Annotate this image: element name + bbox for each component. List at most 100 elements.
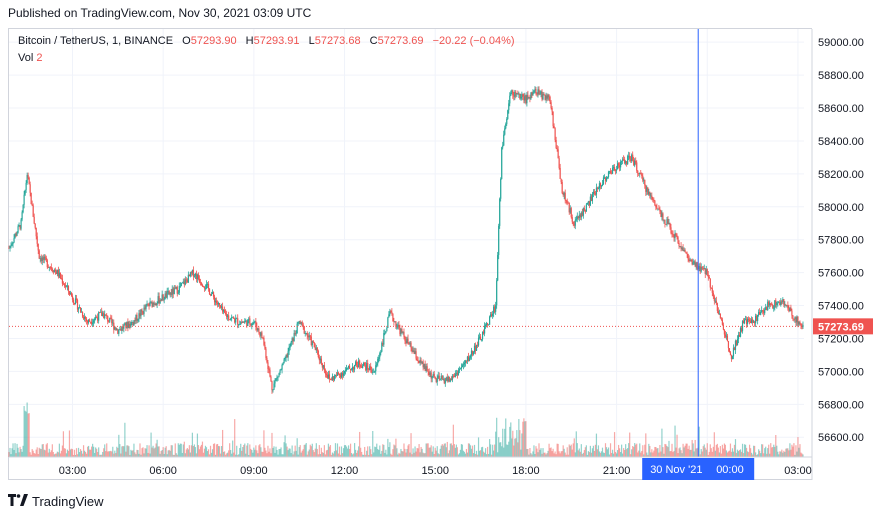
- volume-bar: [132, 450, 134, 457]
- candle-body: [699, 266, 701, 272]
- volume-bar: [196, 433, 199, 457]
- volume-bar: [366, 450, 368, 457]
- volume-bar: [110, 450, 112, 457]
- volume-bar: [171, 445, 173, 457]
- volume-bar: [490, 444, 492, 457]
- candle-body: [725, 335, 728, 337]
- volume-bar: [782, 452, 784, 457]
- volume-bar: [360, 447, 362, 457]
- candle-body: [573, 224, 575, 226]
- candle-body: [39, 258, 41, 259]
- candle-body: [313, 342, 315, 348]
- candle-body: [685, 252, 687, 254]
- x-tick-label: 06:00: [149, 465, 177, 477]
- x-tick-label: 18:00: [512, 465, 540, 477]
- volume-bar: [535, 446, 537, 457]
- volume-bar: [797, 437, 799, 457]
- volume-bar: [781, 449, 783, 457]
- volume-bar: [111, 451, 113, 457]
- candle-body: [669, 222, 671, 228]
- candle-body: [98, 312, 100, 321]
- volume-bar: [91, 446, 93, 457]
- candle-body: [430, 372, 432, 379]
- candle-body: [777, 302, 779, 304]
- volume-bar: [153, 448, 155, 457]
- candle-body: [754, 321, 756, 324]
- volume-bar: [463, 451, 466, 457]
- volume-bar: [487, 446, 489, 457]
- candle-body: [629, 155, 631, 159]
- volume-bar: [94, 452, 96, 457]
- volume-bar: [414, 446, 416, 457]
- candle-body: [493, 306, 495, 314]
- candle-body: [554, 128, 556, 141]
- volume-bar: [662, 447, 664, 457]
- volume-bar: [138, 453, 140, 457]
- volume-bar: [716, 443, 718, 457]
- volume-bar: [769, 453, 771, 457]
- candle-body: [348, 365, 351, 369]
- volume-bar: [577, 450, 579, 457]
- volume-bar: [400, 448, 402, 457]
- candle-body: [186, 280, 188, 283]
- volume-bar: [252, 452, 254, 457]
- volume-bar: [185, 449, 187, 457]
- candle-body: [632, 154, 634, 160]
- candle-body: [256, 326, 258, 331]
- volume-bar: [533, 445, 535, 457]
- candle-body: [138, 313, 140, 320]
- candle-body: [269, 369, 271, 377]
- volume-bar: [521, 433, 523, 457]
- candle-body: [654, 200, 656, 206]
- volume-bar: [420, 446, 422, 457]
- volume-bar: [128, 446, 130, 457]
- candle-body: [124, 322, 126, 326]
- candle-body: [383, 333, 385, 345]
- volume-bar: [122, 445, 124, 457]
- candle-body: [24, 189, 26, 195]
- chart-frame: [8, 28, 812, 480]
- candle-body: [156, 303, 158, 306]
- candle-body: [208, 288, 211, 295]
- footer-brand[interactable]: TradingView: [8, 494, 104, 509]
- volume-bar: [754, 445, 756, 457]
- volume-bar: [255, 445, 257, 457]
- candle-body: [322, 365, 324, 368]
- volume-bar: [348, 448, 351, 457]
- candle-body: [169, 292, 171, 295]
- volume-bar: [123, 446, 125, 457]
- volume-bar: [96, 448, 98, 457]
- volume-bar: [758, 449, 760, 457]
- volume-bar: [353, 453, 355, 457]
- candle-body: [522, 94, 524, 97]
- candle-body: [458, 369, 460, 371]
- candle-body: [174, 287, 176, 289]
- volume-bar: [102, 451, 104, 457]
- volume-bar: [233, 452, 235, 457]
- candle-body: [245, 320, 247, 322]
- volume-bar: [652, 452, 654, 457]
- candle-body: [411, 347, 413, 352]
- volume-bar: [651, 449, 653, 457]
- candle-body: [78, 307, 81, 309]
- candle-body: [396, 326, 398, 328]
- candle-body: [219, 305, 222, 308]
- volume-bar: [11, 448, 13, 457]
- candle-body: [42, 257, 44, 260]
- volume-bar: [285, 443, 287, 457]
- volume-bar: [345, 446, 348, 457]
- volume-bar: [680, 450, 682, 457]
- volume-bar: [590, 452, 592, 457]
- volume-bar: [44, 450, 46, 457]
- candle-body: [513, 95, 515, 97]
- volume-bar: [134, 452, 136, 457]
- volume-bar: [460, 444, 463, 457]
- candle-body: [546, 95, 548, 99]
- volume-bar: [240, 443, 242, 457]
- ohlc-legend: Bitcoin / TetherUS, 1, BINANCE O57293.90…: [18, 35, 515, 47]
- volume-bar: [148, 445, 150, 457]
- candle-body: [230, 318, 232, 320]
- volume-bar: [574, 452, 576, 457]
- volume-bar: [683, 447, 685, 457]
